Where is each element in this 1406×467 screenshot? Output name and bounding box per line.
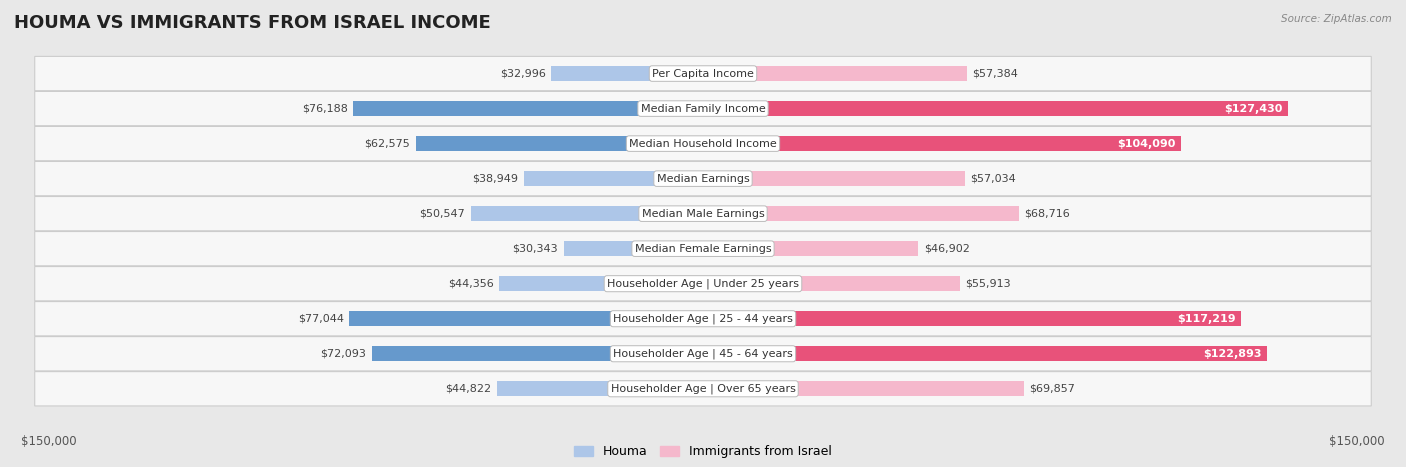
Text: Source: ZipAtlas.com: Source: ZipAtlas.com — [1281, 14, 1392, 24]
Bar — [703, 382, 1024, 396]
Text: $44,356: $44,356 — [449, 279, 494, 289]
Text: $104,090: $104,090 — [1118, 139, 1175, 149]
Text: $69,857: $69,857 — [1029, 384, 1076, 394]
Bar — [416, 136, 703, 151]
Bar — [498, 382, 703, 396]
Bar — [499, 276, 703, 291]
Text: $44,822: $44,822 — [446, 384, 492, 394]
Text: $32,996: $32,996 — [501, 69, 546, 78]
Text: Householder Age | Under 25 years: Householder Age | Under 25 years — [607, 278, 799, 289]
Text: Median Female Earnings: Median Female Earnings — [634, 244, 772, 254]
Text: $77,044: $77,044 — [298, 314, 343, 324]
Bar — [703, 136, 1181, 151]
Text: Median Household Income: Median Household Income — [628, 139, 778, 149]
Bar — [703, 66, 966, 81]
Text: $127,430: $127,430 — [1225, 104, 1282, 113]
Text: Per Capita Income: Per Capita Income — [652, 69, 754, 78]
Text: Median Male Earnings: Median Male Earnings — [641, 209, 765, 219]
FancyBboxPatch shape — [35, 162, 1371, 196]
Text: $72,093: $72,093 — [321, 349, 367, 359]
Bar — [564, 241, 703, 256]
Text: $68,716: $68,716 — [1024, 209, 1070, 219]
Legend: Houma, Immigrants from Israel: Houma, Immigrants from Israel — [569, 440, 837, 463]
Bar — [349, 311, 703, 326]
Text: $76,188: $76,188 — [302, 104, 347, 113]
Bar — [703, 206, 1018, 221]
Bar — [703, 347, 1267, 361]
Text: $50,547: $50,547 — [419, 209, 465, 219]
Text: $62,575: $62,575 — [364, 139, 411, 149]
Text: $38,949: $38,949 — [472, 174, 519, 184]
Bar — [551, 66, 703, 81]
Text: Householder Age | 25 - 44 years: Householder Age | 25 - 44 years — [613, 313, 793, 324]
Text: $57,034: $57,034 — [970, 174, 1017, 184]
FancyBboxPatch shape — [35, 197, 1371, 231]
Text: $57,384: $57,384 — [972, 69, 1018, 78]
Bar — [703, 241, 918, 256]
Text: $150,000: $150,000 — [1329, 435, 1385, 448]
Bar — [371, 347, 703, 361]
FancyBboxPatch shape — [35, 92, 1371, 126]
Text: HOUMA VS IMMIGRANTS FROM ISRAEL INCOME: HOUMA VS IMMIGRANTS FROM ISRAEL INCOME — [14, 14, 491, 32]
Text: $30,343: $30,343 — [513, 244, 558, 254]
FancyBboxPatch shape — [35, 337, 1371, 371]
FancyBboxPatch shape — [35, 302, 1371, 336]
Bar — [703, 311, 1241, 326]
FancyBboxPatch shape — [35, 267, 1371, 301]
Text: $150,000: $150,000 — [21, 435, 77, 448]
FancyBboxPatch shape — [35, 127, 1371, 161]
Bar — [471, 206, 703, 221]
Bar — [703, 101, 1288, 116]
Text: $46,902: $46,902 — [924, 244, 970, 254]
Text: Median Family Income: Median Family Income — [641, 104, 765, 113]
FancyBboxPatch shape — [35, 57, 1371, 91]
FancyBboxPatch shape — [35, 232, 1371, 266]
Text: Householder Age | Over 65 years: Householder Age | Over 65 years — [610, 383, 796, 394]
Bar — [703, 276, 960, 291]
Text: Median Earnings: Median Earnings — [657, 174, 749, 184]
Bar — [524, 171, 703, 186]
Text: Householder Age | 45 - 64 years: Householder Age | 45 - 64 years — [613, 348, 793, 359]
Bar — [703, 171, 965, 186]
FancyBboxPatch shape — [35, 372, 1371, 406]
Text: $122,893: $122,893 — [1204, 349, 1263, 359]
Text: $117,219: $117,219 — [1177, 314, 1236, 324]
Bar — [353, 101, 703, 116]
Text: $55,913: $55,913 — [966, 279, 1011, 289]
